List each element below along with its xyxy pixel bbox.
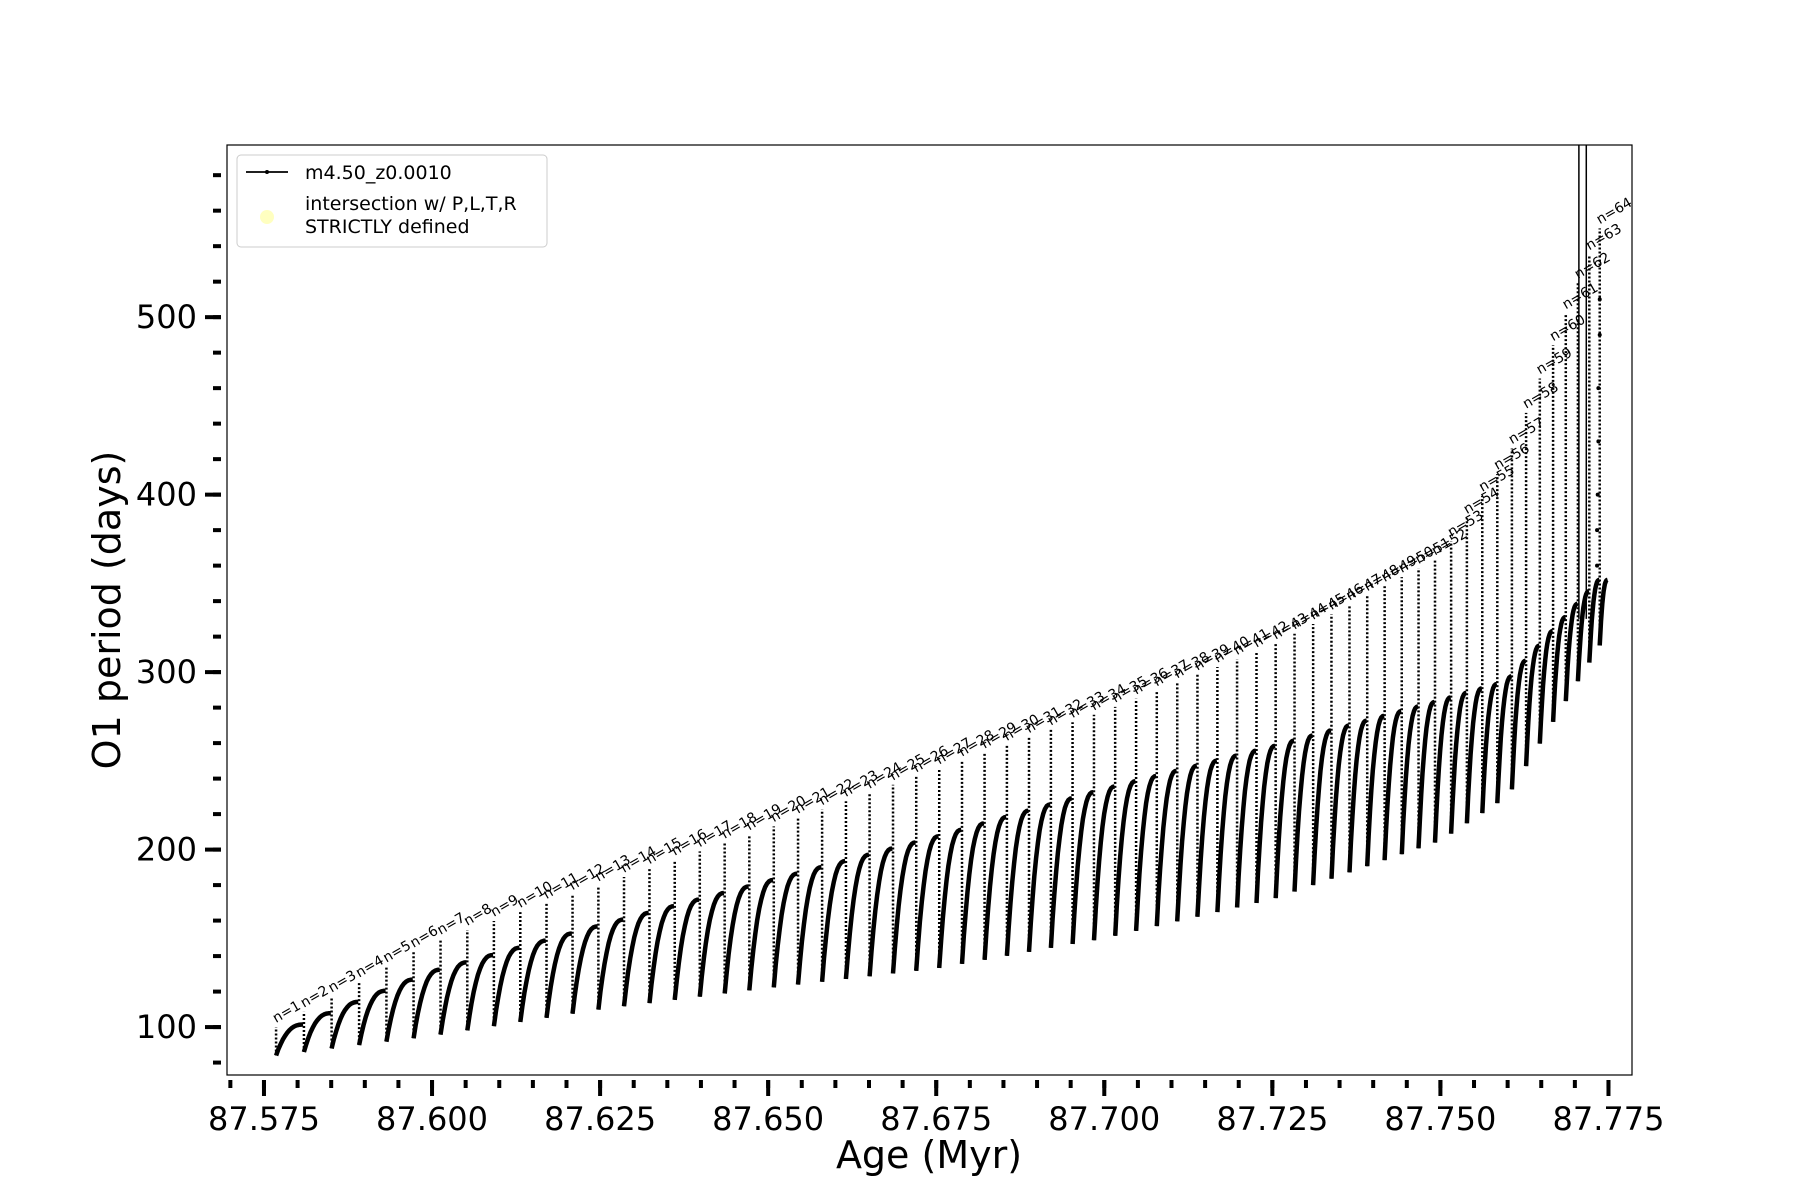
cycle-curve	[1215, 753, 1238, 913]
scatter-point	[1595, 528, 1600, 533]
cycle-curve	[329, 999, 359, 1050]
cycle-curve	[1448, 690, 1468, 834]
cycle-curve	[1070, 789, 1094, 945]
cycle-curve	[1004, 808, 1029, 956]
cycle-curve	[544, 931, 573, 1019]
cycle-curve	[1550, 614, 1567, 723]
x-tick-label: 87.650	[712, 1100, 824, 1138]
cycle-curve	[1154, 768, 1178, 927]
x-axis-title: Age (Myr)	[836, 1133, 1022, 1177]
scatter-point	[1596, 439, 1601, 444]
legend-line-dot	[265, 170, 269, 174]
cycle-curve	[1174, 763, 1198, 922]
scatter-point	[1597, 332, 1602, 337]
legend-label-series: m4.50_z0.0010	[305, 162, 452, 184]
y-axis: 100 200 300 400 500	[136, 173, 221, 1065]
cycle-curve	[1254, 743, 1276, 904]
cycle-curve	[465, 952, 494, 1031]
scatter-point	[1595, 492, 1600, 497]
cycle-curve	[913, 834, 939, 971]
cycle-curve	[1292, 733, 1314, 892]
cycle-curve	[1234, 748, 1257, 908]
cycle-curve	[1509, 658, 1527, 790]
cycle-curve	[411, 967, 440, 1039]
cycle-curve	[1048, 796, 1073, 949]
cycle-curve	[518, 938, 546, 1023]
cycle-curve	[1273, 738, 1295, 899]
y-tick-label: 300	[136, 653, 197, 691]
cycle-curve	[1480, 681, 1498, 814]
cycle-curve	[1523, 643, 1541, 767]
cycle-curve	[356, 988, 386, 1046]
cycle-curve	[672, 897, 700, 1001]
cycle-curve	[890, 840, 916, 974]
x-tick-label: 87.625	[544, 1100, 656, 1138]
cycle-curve	[1310, 728, 1332, 886]
cycle-curve	[1495, 674, 1513, 804]
cycle-curve	[273, 1022, 304, 1057]
legend: m4.50_z0.0010 intersection w/ P,L,T,R STR…	[236, 154, 548, 248]
cycle-curve	[570, 924, 598, 1014]
cycle-curve	[384, 977, 414, 1043]
scatter-point	[1596, 386, 1601, 391]
cycle-curve	[1464, 686, 1483, 824]
cycle-curve	[1026, 802, 1051, 953]
cycle-curve	[722, 884, 749, 994]
scatter-point	[1597, 297, 1602, 302]
cycle-curve	[596, 917, 624, 1010]
cycle-curve	[819, 858, 846, 982]
cycle-curve	[1133, 773, 1157, 932]
cycle-curve	[959, 821, 985, 965]
cycle-curve	[1364, 713, 1385, 867]
cycle-curve	[697, 890, 725, 997]
cycle-curve	[1195, 758, 1218, 917]
cycle-curve	[1597, 577, 1610, 646]
y-tick-label: 400	[136, 476, 197, 514]
x-tick-label: 87.775	[1552, 1100, 1664, 1138]
cycle-curve	[982, 814, 1007, 960]
cycle-curve	[1382, 708, 1403, 861]
cycle-curve	[1399, 704, 1419, 855]
y-axis-title: O1 period (days)	[85, 451, 129, 770]
cycle-curve	[843, 852, 870, 980]
cycle-curve	[438, 960, 467, 1035]
x-axis: 87.575 87.600 87.625 87.650 87.675 87.700 87.7…	[208, 1080, 1664, 1138]
scatter-point	[1595, 563, 1600, 568]
cycle-curve	[621, 910, 649, 1007]
x-tick-label: 87.600	[376, 1100, 488, 1138]
cycle-curve	[747, 877, 774, 991]
x-tick-label: 87.700	[1048, 1100, 1160, 1138]
cycle-curve	[1416, 699, 1436, 849]
y-tick-label: 500	[136, 298, 197, 336]
x-tick-label: 87.675	[880, 1100, 992, 1138]
cycle-curve	[936, 827, 962, 969]
cycle-curve	[1347, 718, 1368, 873]
x-tick-label: 87.750	[1384, 1100, 1496, 1138]
cycle-curve	[301, 1010, 331, 1053]
plot-area	[226, 144, 1633, 1076]
cycle-curve	[1587, 577, 1601, 663]
legend-label-intersection: intersection w/ P,L,T,R STRICTLY defined	[305, 193, 517, 238]
cycle-curve	[1329, 723, 1350, 879]
data-layer	[273, 145, 1610, 1057]
cycle-curve	[771, 871, 798, 988]
y-tick-label: 200	[136, 831, 197, 869]
cycle-curve	[795, 865, 822, 985]
legend-box	[236, 154, 548, 248]
cycle-curve	[1563, 601, 1579, 702]
x-tick-label: 87.575	[208, 1100, 320, 1138]
cycle-curve	[1112, 778, 1137, 936]
x-tick-label: 87.725	[1216, 1100, 1328, 1138]
y-tick-label: 100	[136, 1008, 197, 1046]
cycle-curve	[1091, 784, 1116, 941]
legend-circle-marker	[260, 210, 274, 224]
cycle-curve	[1575, 589, 1591, 682]
cycle-curve	[491, 945, 520, 1027]
cycle-curve	[1432, 695, 1452, 843]
cycle-curve	[1537, 628, 1554, 744]
cycle-curve	[647, 903, 675, 1004]
cycle-curve	[867, 846, 893, 977]
